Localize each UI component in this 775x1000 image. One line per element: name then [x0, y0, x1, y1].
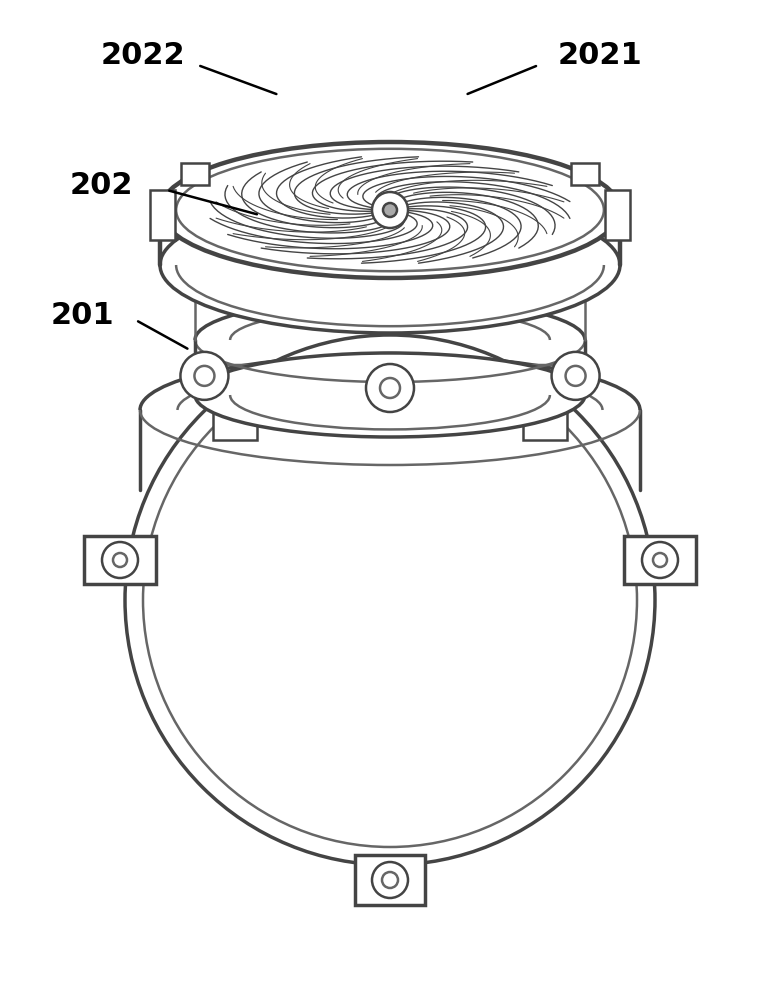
Text: 2021: 2021: [558, 40, 642, 70]
Circle shape: [251, 386, 269, 404]
Text: 2022: 2022: [101, 40, 185, 70]
Circle shape: [368, 378, 412, 422]
Circle shape: [102, 542, 138, 578]
Polygon shape: [605, 190, 630, 240]
Circle shape: [566, 366, 586, 386]
Circle shape: [226, 399, 244, 417]
Circle shape: [382, 872, 398, 888]
Circle shape: [653, 553, 667, 567]
Circle shape: [536, 399, 554, 417]
Polygon shape: [355, 855, 425, 905]
Circle shape: [552, 352, 600, 400]
Ellipse shape: [195, 353, 585, 437]
Ellipse shape: [160, 142, 620, 278]
Circle shape: [366, 364, 414, 412]
Circle shape: [642, 542, 678, 578]
Circle shape: [372, 192, 408, 228]
Polygon shape: [571, 163, 599, 185]
Circle shape: [372, 862, 408, 898]
Circle shape: [383, 203, 397, 217]
Circle shape: [113, 553, 127, 567]
Circle shape: [381, 391, 399, 409]
Circle shape: [195, 366, 215, 386]
Polygon shape: [181, 163, 209, 185]
Polygon shape: [523, 385, 567, 440]
Circle shape: [511, 386, 529, 404]
Polygon shape: [150, 190, 175, 240]
Ellipse shape: [160, 197, 620, 333]
Circle shape: [498, 373, 542, 417]
Polygon shape: [624, 536, 696, 584]
Circle shape: [125, 335, 655, 865]
Polygon shape: [213, 385, 257, 440]
Circle shape: [238, 373, 282, 417]
Circle shape: [181, 352, 229, 400]
Circle shape: [380, 378, 400, 398]
Text: 202: 202: [70, 170, 133, 200]
Polygon shape: [84, 536, 156, 584]
Text: 201: 201: [50, 300, 114, 330]
